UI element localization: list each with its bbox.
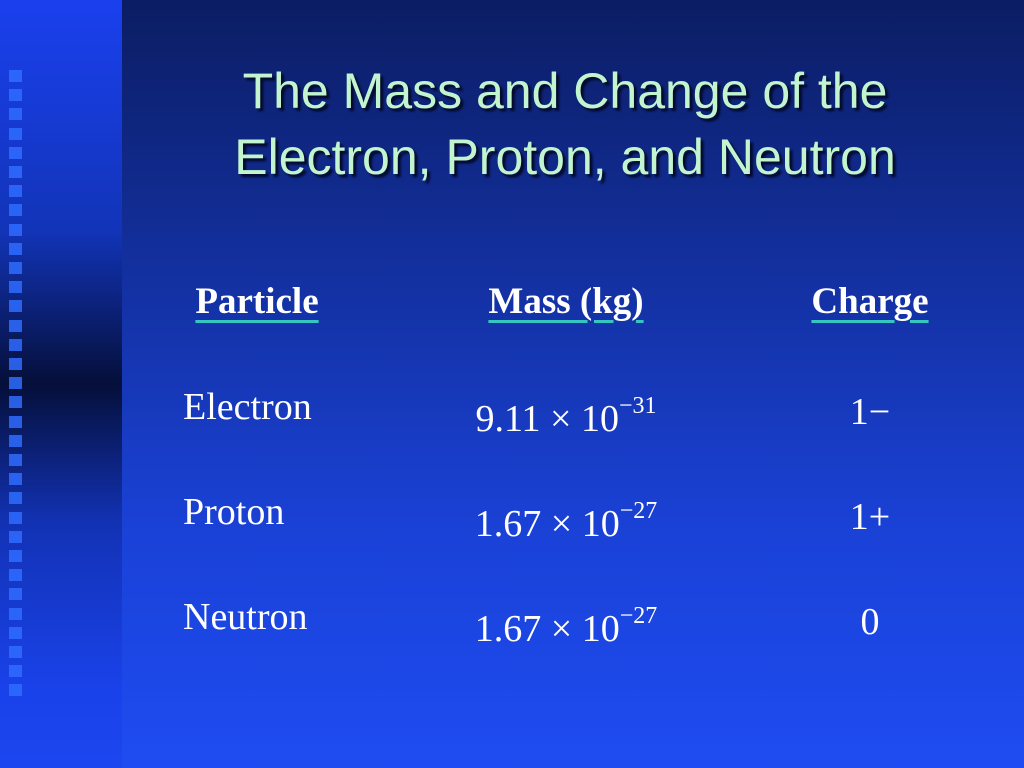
title-line: Electron, Proton, and Neutron [234,129,896,185]
strip-square [9,416,22,428]
strip-square [9,665,22,677]
particle-name: Proton [183,491,285,533]
charge-value: 1− [849,391,891,433]
strip-square [9,684,22,696]
strip-square [9,512,22,524]
strip-square [9,627,22,639]
mass-coefficient: 1.67 [474,608,542,650]
strip-square [9,243,22,255]
mass-exponent: −27 [619,498,658,524]
mass-coefficient: 1.67 [474,503,542,545]
strip-square [9,531,22,543]
times-sign: × [550,503,573,545]
strip-square [9,608,22,620]
charge-value: 0 [860,601,880,643]
strip-square [9,588,22,600]
strip-square [9,128,22,140]
strip-square [9,262,22,274]
strip-square [9,550,22,562]
side-strip [0,0,122,768]
column-header: Particle [195,281,319,322]
particle-name: Electron [183,386,312,428]
strip-square [9,339,22,351]
mass-base: 10 [580,398,619,440]
strip-square [9,166,22,178]
strip-square [9,435,22,447]
particle-name: Neutron [183,596,308,638]
strip-square [9,320,22,332]
strip-square [9,281,22,293]
strip-square [9,70,22,82]
times-sign: × [550,608,573,650]
mass-exponent: −27 [619,603,658,629]
strip-square [9,147,22,159]
mass-base: 10 [581,608,620,650]
column-header: Charge [811,281,929,322]
strip-square [9,569,22,581]
strip-square [9,646,22,658]
strip-square [9,108,22,120]
mass-base: 10 [581,503,620,545]
strip-square [9,377,22,389]
mass-exponent: −31 [618,393,657,419]
strip-square [9,300,22,312]
strip-square [9,89,22,101]
mass-value: 1.67 × 10−27 [475,603,657,651]
times-sign: × [550,398,572,440]
strip-square [9,358,22,370]
strip-square [9,204,22,216]
charge-value: 1+ [849,496,891,538]
column-header: Mass (kg) [488,281,644,322]
mass-value: 9.11 × 10−31 [475,393,656,441]
strip-square [9,396,22,408]
mass-coefficient: 9.11 [475,398,541,440]
strip-square [9,185,22,197]
strip-square [9,224,22,236]
mass-value: 1.67 × 10−27 [475,498,657,546]
strip-square [9,454,22,466]
strip-square [9,492,22,504]
title-line: The Mass and Change of the [242,63,888,119]
strip-square [9,473,22,485]
